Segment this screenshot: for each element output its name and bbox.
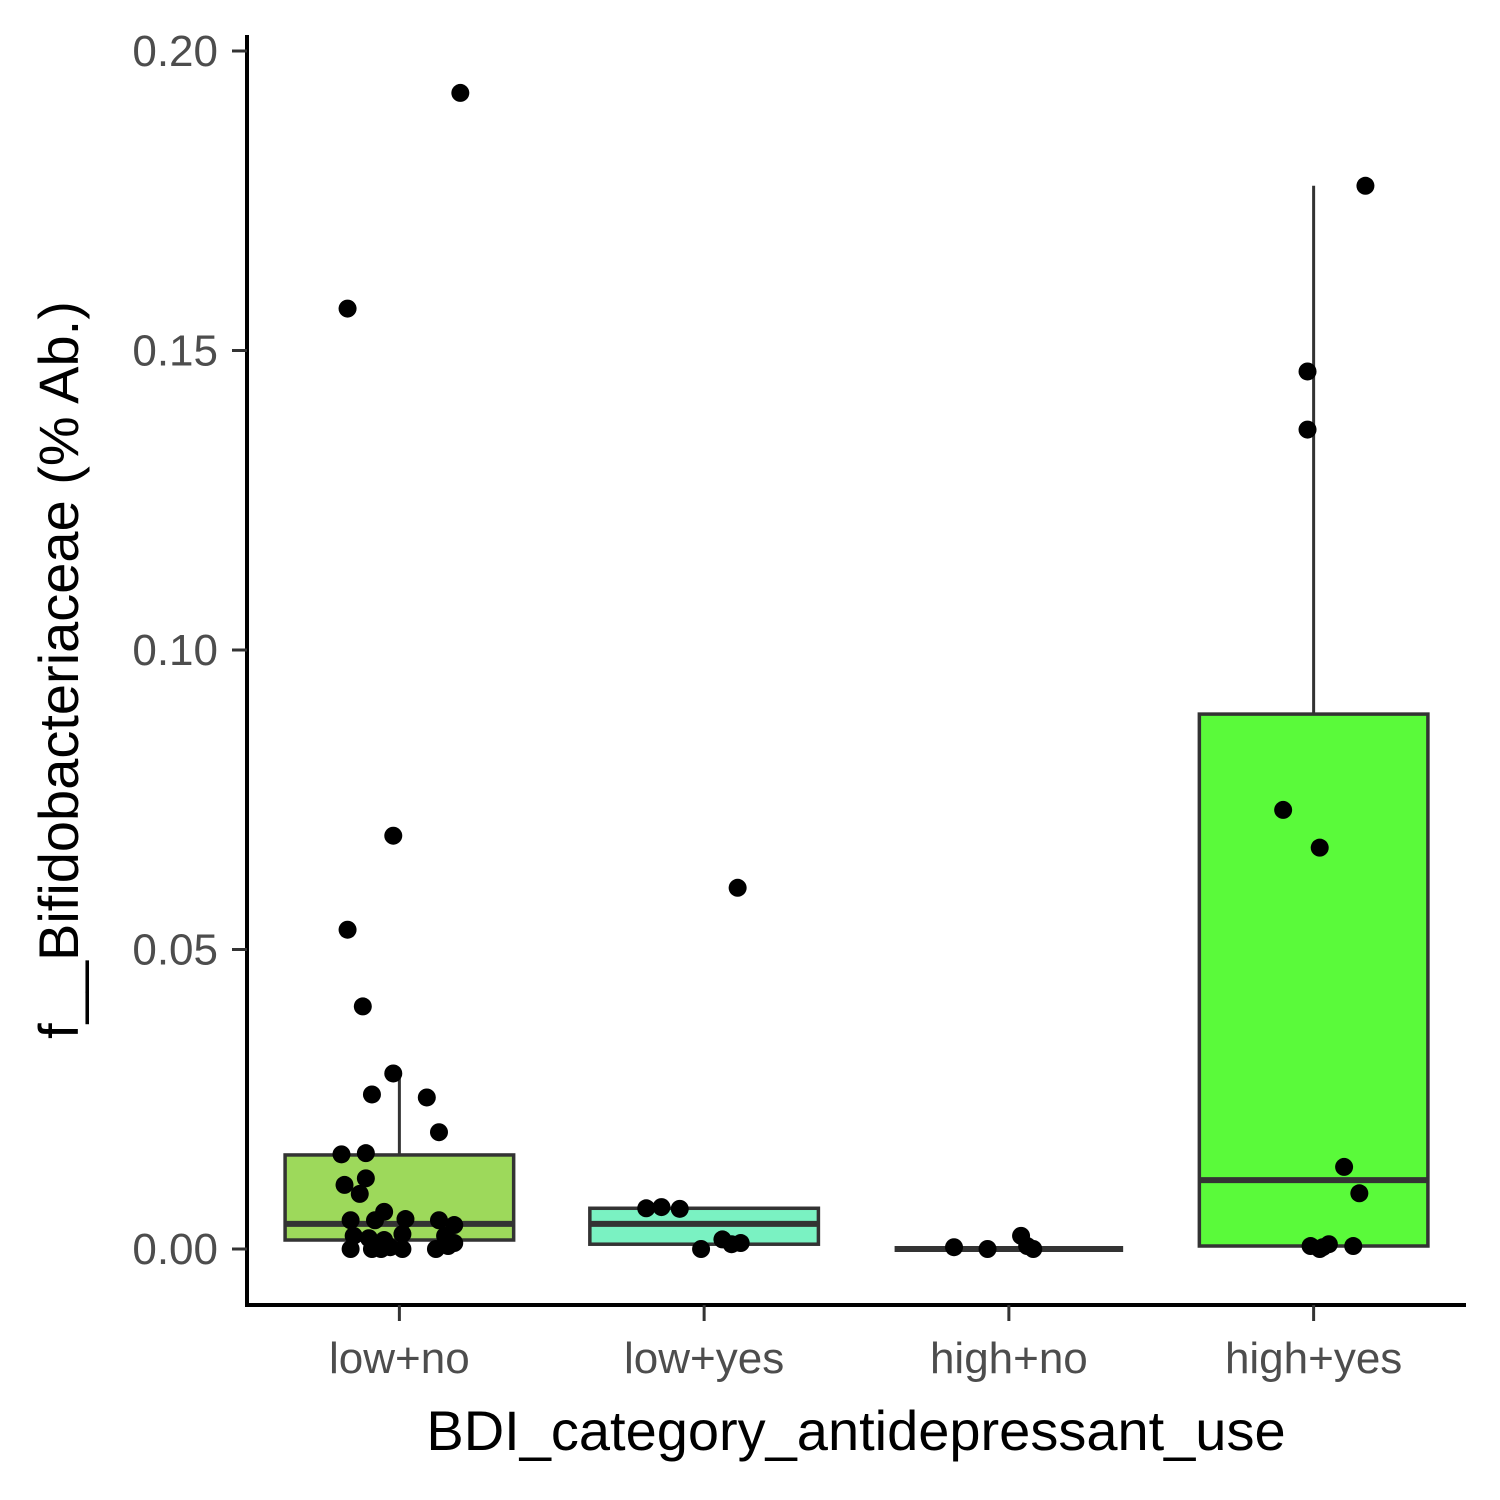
data-point [1350, 1184, 1369, 1203]
data-point [1344, 1237, 1363, 1256]
data-point [341, 1211, 360, 1230]
data-point [1356, 176, 1375, 195]
data-point [393, 1240, 412, 1258]
y-tick-label: 0.15 [132, 327, 218, 376]
data-point [396, 1210, 415, 1229]
data-point [350, 1184, 369, 1203]
data-point [1310, 1240, 1329, 1258]
data-point [945, 1238, 964, 1257]
data-point [335, 1175, 354, 1194]
data-point [1298, 420, 1317, 439]
x-tick-label: low+yes [624, 1334, 784, 1383]
x-axis-title: BDI_category_antidepressant_use [426, 1399, 1285, 1462]
data-point [353, 997, 372, 1016]
y-tick-label: 0.00 [132, 1225, 218, 1274]
y-tick-label: 0.20 [132, 27, 218, 76]
data-point [692, 1240, 711, 1258]
data-point [384, 826, 403, 845]
data-point [1298, 362, 1317, 381]
data-point [365, 1211, 384, 1230]
data-point [728, 878, 747, 897]
data-point [356, 1144, 375, 1163]
data-point [451, 83, 470, 102]
x-ticks: low+no low+yes high+no high+yes [329, 1305, 1402, 1383]
x-tick-label: high+no [930, 1334, 1088, 1383]
boxes-layer [283, 185, 1430, 1252]
data-point [429, 1211, 448, 1230]
data-point [393, 1225, 412, 1244]
data-point [1024, 1240, 1043, 1258]
x-tick-label: low+no [329, 1334, 470, 1383]
data-point [417, 1088, 436, 1107]
data-point [978, 1240, 997, 1258]
data-point [332, 1145, 351, 1164]
axes-layer [245, 35, 1466, 1307]
data-point [652, 1198, 671, 1217]
y-tick-label: 0.10 [132, 626, 218, 675]
data-point [429, 1123, 448, 1142]
data-point [338, 299, 357, 318]
data-point [356, 1169, 375, 1188]
y-tick-label: 0.05 [132, 926, 218, 975]
data-point [384, 1064, 403, 1083]
data-point [731, 1234, 750, 1253]
data-point [637, 1199, 656, 1218]
data-point [338, 920, 357, 939]
y-axis-title: f__Bifidobacteriaceae (% Ab.) [27, 301, 90, 1039]
x-tick-label: high+yes [1225, 1334, 1402, 1383]
box-high+yes [1197, 712, 1430, 1248]
data-point [1310, 838, 1329, 857]
data-point [362, 1085, 381, 1104]
data-point [341, 1240, 360, 1258]
data-point [670, 1199, 689, 1218]
data-point [1274, 800, 1293, 819]
points-layer [332, 83, 1375, 1258]
data-point [1335, 1157, 1354, 1176]
y-ticks: 0.00 0.05 0.10 0.15 0.20 [132, 27, 247, 1274]
data-point [439, 1237, 458, 1256]
